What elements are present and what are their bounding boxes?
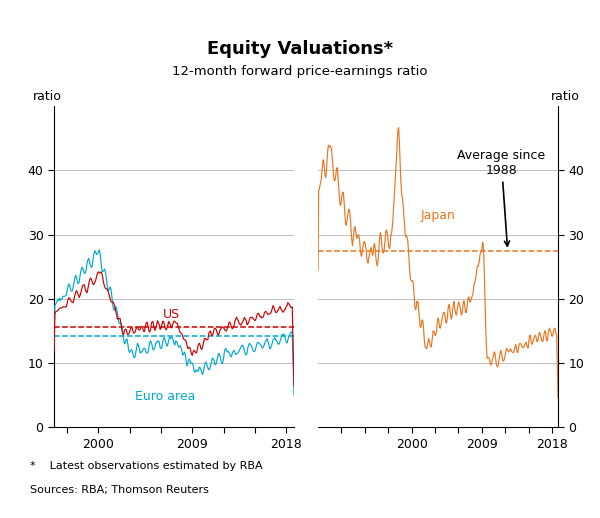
Text: US: US — [163, 308, 180, 321]
Text: Sources: RBA; Thomson Reuters: Sources: RBA; Thomson Reuters — [30, 485, 209, 495]
Text: Euro area: Euro area — [135, 391, 195, 404]
Text: Average since
1988: Average since 1988 — [457, 149, 545, 246]
Text: ratio: ratio — [32, 90, 61, 103]
Text: *    Latest observations estimated by RBA: * Latest observations estimated by RBA — [30, 461, 263, 471]
Text: 12-month forward price-earnings ratio: 12-month forward price-earnings ratio — [172, 65, 428, 78]
Text: ratio: ratio — [551, 90, 580, 103]
Text: Equity Valuations*: Equity Valuations* — [207, 40, 393, 59]
Text: Japan: Japan — [421, 209, 456, 222]
